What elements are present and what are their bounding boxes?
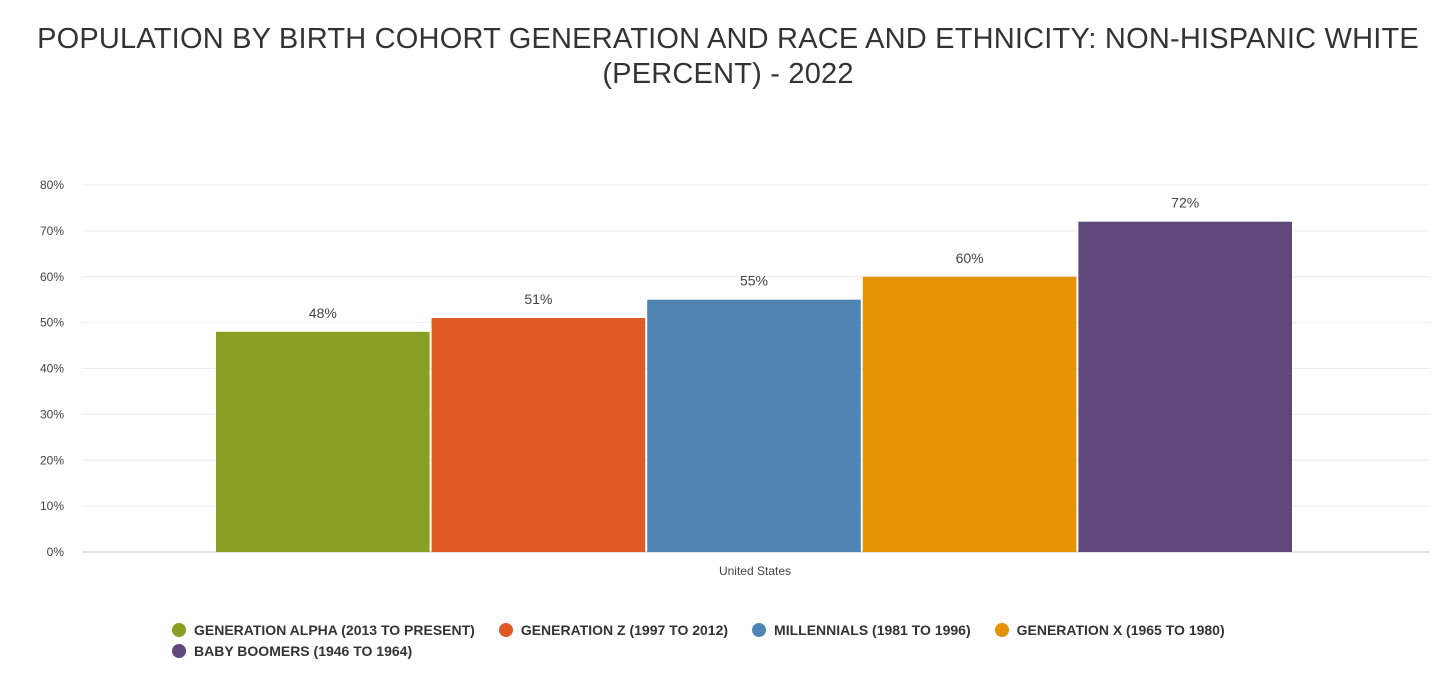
legend-marker-icon bbox=[994, 622, 1009, 637]
y-tick-label: 10% bbox=[40, 499, 64, 513]
data-label: 60% bbox=[956, 250, 984, 266]
legend-label: BABY BOOMERS (1946 TO 1964) bbox=[194, 642, 413, 659]
chart-title-line-1: POPULATION BY BIRTH COHORT GENERATION AN… bbox=[37, 23, 1419, 55]
y-tick-label: 50% bbox=[40, 316, 64, 330]
legend-label: MILLENNIALS (1981 TO 1996) bbox=[774, 621, 971, 638]
legend-item[interactable]: GENERATION Z (1997 TO 2012) bbox=[498, 619, 729, 640]
bar bbox=[431, 318, 646, 552]
y-tick-label: 40% bbox=[40, 362, 64, 376]
legend-label: GENERATION Z (1997 TO 2012) bbox=[520, 621, 729, 638]
data-label: 72% bbox=[1171, 195, 1199, 211]
bar bbox=[862, 276, 1077, 552]
legend-label: GENERATION ALPHA (2013 TO PRESENT) bbox=[194, 621, 475, 638]
legend-item[interactable]: GENERATION X (1965 TO 1980) bbox=[994, 619, 1225, 640]
chart-legend: GENERATION ALPHA (2013 TO PRESENT) GENERA… bbox=[172, 619, 1352, 661]
chart-title: POPULATION BY BIRTH COHORT GENERATION AN… bbox=[0, 22, 1456, 92]
y-tick-label: 20% bbox=[40, 453, 64, 467]
y-tick-label: 80% bbox=[40, 178, 64, 192]
bar bbox=[216, 331, 430, 552]
y-tick-label: 30% bbox=[40, 407, 64, 421]
data-label: 48% bbox=[309, 305, 337, 321]
legend-marker-icon bbox=[172, 622, 186, 637]
bar bbox=[1078, 221, 1292, 552]
chart-title-line-2: (PERCENT) - 2022 bbox=[602, 58, 854, 90]
legend-item[interactable]: BABY BOOMERS (1946 TO 1964) bbox=[172, 640, 412, 661]
legend-label: GENERATION X (1965 TO 1980) bbox=[1016, 621, 1225, 638]
legend-marker-icon bbox=[752, 622, 767, 637]
legend-item[interactable]: GENERATION ALPHA (2013 TO PRESENT) bbox=[172, 619, 475, 640]
y-tick-label: 70% bbox=[40, 224, 64, 238]
legend-marker-icon bbox=[498, 622, 513, 637]
x-tick-label: United States bbox=[719, 564, 791, 578]
data-label: 55% bbox=[740, 273, 768, 289]
data-label: 51% bbox=[524, 291, 552, 307]
legend-item[interactable]: MILLENNIALS (1981 TO 1996) bbox=[752, 619, 971, 640]
y-tick-label: 60% bbox=[40, 270, 64, 284]
legend-marker-icon bbox=[172, 643, 186, 658]
y-tick-label: 0% bbox=[47, 545, 65, 559]
bar bbox=[647, 299, 861, 552]
